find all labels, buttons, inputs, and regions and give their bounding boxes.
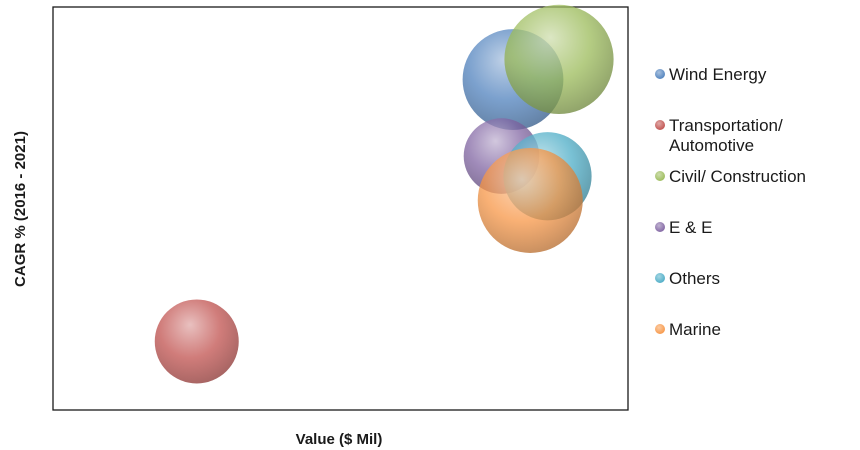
bubbles-layer — [154, 4, 614, 384]
legend-label: Transportation/ — [669, 116, 783, 135]
y-axis-label: CAGR % (2016 - 2021) — [12, 131, 29, 287]
legend-marker — [655, 69, 665, 79]
legend-item-wind-energy[interactable]: Wind Energy — [655, 65, 767, 84]
bubble-transportation-automotive[interactable] — [154, 299, 239, 384]
legend-marker — [655, 120, 665, 130]
legend-item-marine[interactable]: Marine — [655, 320, 721, 339]
legend-item-e-e[interactable]: E & E — [655, 218, 712, 237]
bubble-marine[interactable] — [477, 147, 583, 253]
legend-marker — [655, 222, 665, 232]
legend-marker — [655, 171, 665, 181]
legend-label: Others — [669, 269, 720, 288]
legend-item-civil-construction[interactable]: Civil/ Construction — [655, 167, 806, 186]
legend-marker — [655, 273, 665, 283]
legend-label: Marine — [669, 320, 721, 339]
legend-item-transportation-automotive[interactable]: Transportation/Automotive — [655, 116, 783, 155]
legend-label: Wind Energy — [669, 65, 767, 84]
bubble-civil-construction[interactable] — [504, 4, 614, 114]
legend-label: E & E — [669, 218, 712, 237]
legend-label: Automotive — [669, 136, 754, 155]
legend-item-others[interactable]: Others — [655, 269, 720, 288]
x-axis-label: Value ($ Mil) — [296, 431, 383, 448]
legend-marker — [655, 324, 665, 334]
legend-label: Civil/ Construction — [669, 167, 806, 186]
legend: Wind Energy Transportation/Automotive Civi… — [655, 65, 806, 339]
